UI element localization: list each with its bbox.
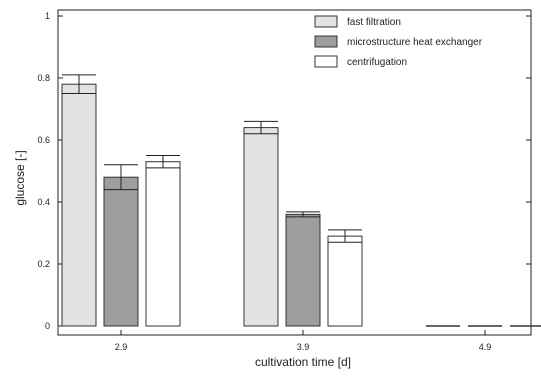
- error-bar: [244, 120, 278, 135]
- legend: fast filtration microstructure heat excha…: [314, 15, 483, 68]
- bars: [61, 83, 541, 327]
- legend-item: microstructure heat exchanger: [314, 35, 483, 48]
- y-tick-label: 0.2: [37, 259, 50, 269]
- error-bar: [146, 155, 180, 169]
- legend-swatch: [314, 55, 338, 68]
- legend-item: centrifugation: [314, 55, 407, 68]
- y-tick-label: 1: [45, 11, 50, 21]
- error-bar: [328, 229, 362, 243]
- x-tick-label: 2.9: [115, 342, 128, 352]
- error-bar: [62, 74, 96, 94]
- bar: [285, 213, 321, 327]
- legend-label: microstructure heat exchanger: [347, 37, 483, 48]
- bar: [61, 83, 97, 327]
- bar: [145, 161, 181, 327]
- y-tick-label: 0.6: [37, 135, 50, 145]
- y-axis-ticks: 0 0.2 0.4 0.6 0.8 1: [37, 11, 531, 331]
- x-axis-ticks: 2.9 3.9 4.9: [115, 330, 492, 352]
- legend-label: fast filtration: [347, 17, 401, 28]
- y-tick-label: 0.4: [37, 197, 50, 207]
- y-tick-label: 0: [45, 321, 50, 331]
- x-tick-label: 3.9: [297, 342, 310, 352]
- error-bar: [286, 211, 320, 218]
- x-tick-label: 4.9: [479, 342, 492, 352]
- bar: [103, 176, 139, 327]
- legend-swatch: [314, 15, 338, 28]
- bar: [327, 235, 363, 327]
- bar: [243, 127, 279, 327]
- error-bars: [62, 74, 362, 243]
- legend-label: centrifugation: [347, 57, 407, 68]
- legend-item: fast filtration: [314, 15, 401, 28]
- error-bar: [104, 164, 138, 191]
- y-axis-title: glucose [-]: [13, 150, 27, 205]
- plot-frame: [57, 9, 532, 336]
- legend-swatch: [314, 35, 338, 48]
- x-axis-title: cultivation time [d]: [255, 355, 351, 369]
- y-tick-label: 0.8: [37, 73, 50, 83]
